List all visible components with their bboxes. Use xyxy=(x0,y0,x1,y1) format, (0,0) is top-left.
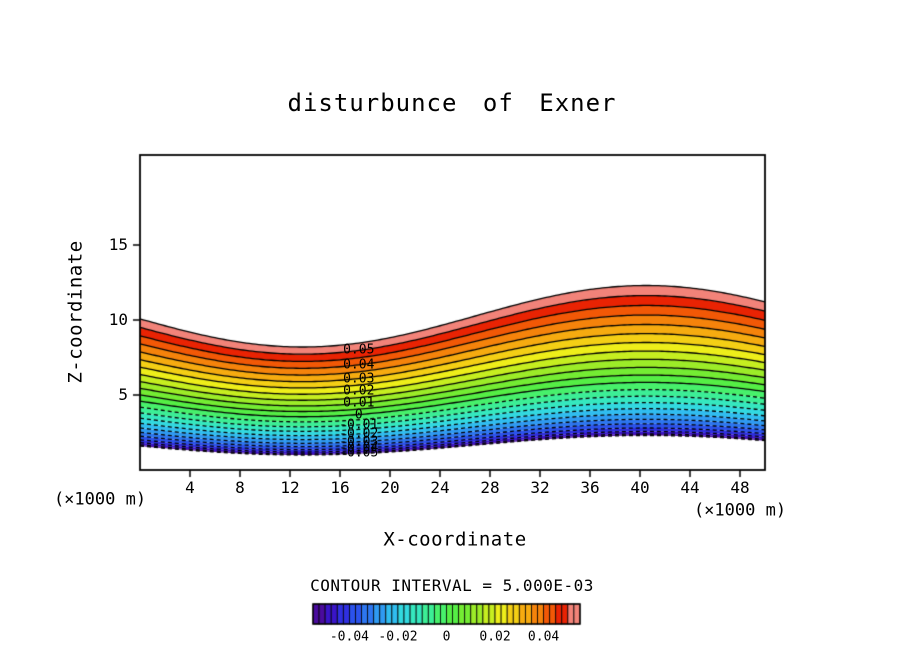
x-unit-label-right: (×1000 m) xyxy=(693,500,787,521)
x-tick-label: 20 xyxy=(380,478,400,497)
x-tick-label: 24 xyxy=(430,478,450,497)
contour-label: 0.01 xyxy=(343,395,375,411)
contour-label: -0.03 xyxy=(339,434,379,450)
x-tick-label: 48 xyxy=(730,478,750,497)
colorbar-tick-label: 0.02 xyxy=(479,629,511,645)
colorbar-tick-label: 0 xyxy=(442,629,451,645)
x-axis-title: X-coordinate xyxy=(383,528,527,551)
x-tick-label: 4 xyxy=(185,478,195,497)
x-tick-label: 40 xyxy=(630,478,650,497)
contour-label: 0.04 xyxy=(343,357,375,373)
contour-label: -0.05 xyxy=(339,445,379,461)
x-tick-label: 32 xyxy=(530,478,550,497)
y-tick-label: 15 xyxy=(108,235,128,254)
contour-label: 0 xyxy=(354,407,363,423)
x-tick-label: 28 xyxy=(480,478,500,497)
contour-label: 0.03 xyxy=(343,371,375,387)
chart-title: disturbunce of Exner xyxy=(287,89,617,117)
colorbar-tick-label: -0.04 xyxy=(329,629,369,645)
x-unit-label-left: (×1000 m) xyxy=(53,489,147,510)
y-axis-title: Z-coordinate xyxy=(64,240,87,384)
x-tick-label: 44 xyxy=(680,478,700,497)
contour-interval-label: CONTOUR INTERVAL = 5.000E-03 xyxy=(310,576,594,595)
x-tick-label: 8 xyxy=(235,478,245,497)
contour-label: 0.05 xyxy=(343,342,375,358)
x-tick-label: 12 xyxy=(280,478,300,497)
contour-label: 0.02 xyxy=(343,383,375,399)
y-tick-label: 5 xyxy=(118,385,128,404)
colorbar-tick-label: -0.02 xyxy=(378,629,418,645)
colorbar-tick-label: 0.04 xyxy=(527,629,560,645)
x-tick-label: 36 xyxy=(580,478,600,497)
x-tick-label: 16 xyxy=(330,478,350,497)
contour-label: -0.04 xyxy=(339,440,379,456)
y-tick-label: 10 xyxy=(108,310,128,329)
contour-label: -0.02 xyxy=(339,426,379,442)
contour-label: -0.01 xyxy=(339,417,379,433)
